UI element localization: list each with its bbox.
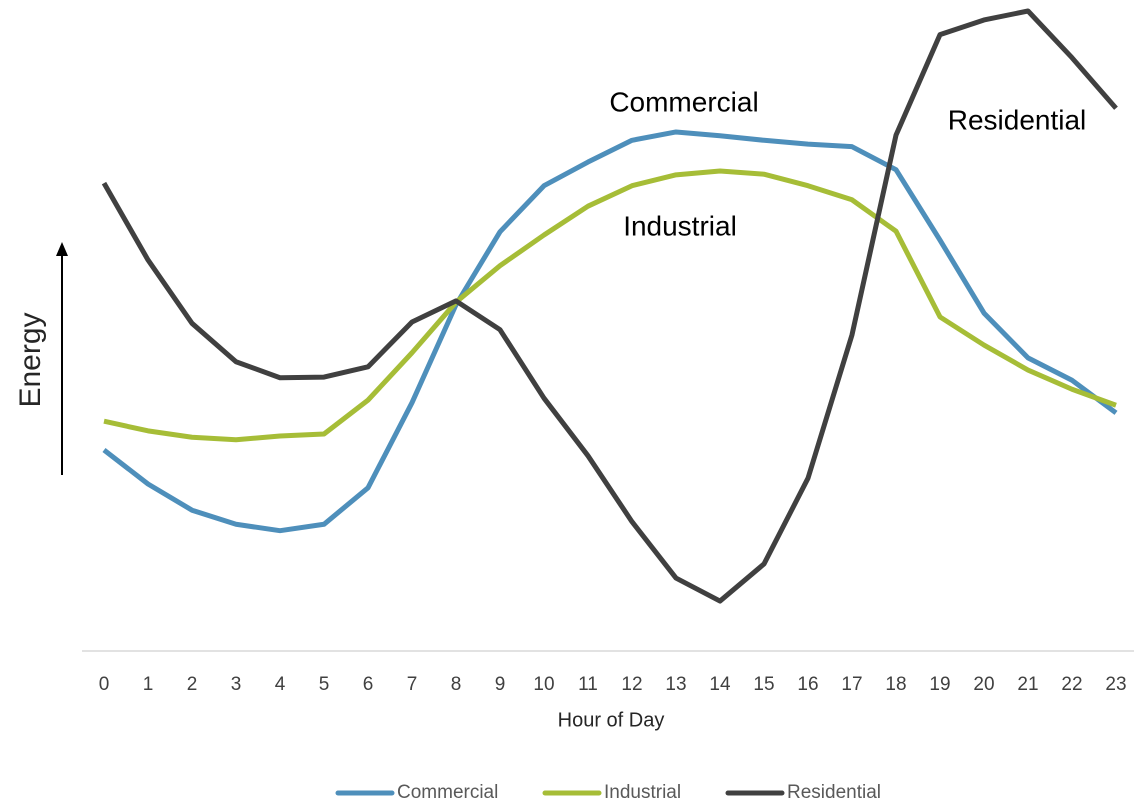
x-tick-label: 14 <box>709 674 731 695</box>
x-tick-label: 12 <box>621 674 642 695</box>
x-tick-label: 8 <box>451 674 462 695</box>
x-tick-label: 23 <box>1105 674 1126 695</box>
x-tick-label: 0 <box>99 674 110 695</box>
x-tick-label: 7 <box>407 674 418 695</box>
x-tick-label: 18 <box>885 674 906 695</box>
y-axis-arrowhead <box>56 242 68 256</box>
x-tick-label: 22 <box>1061 674 1082 695</box>
x-tick-label: 21 <box>1017 674 1038 695</box>
x-tick-label: 16 <box>797 674 818 695</box>
x-tick-label: 2 <box>187 674 198 695</box>
x-tick-label: 10 <box>533 674 554 695</box>
x-tick-label: 11 <box>578 674 598 695</box>
series-line <box>101 8 1118 604</box>
y-axis-label: Energy <box>14 312 47 407</box>
x-tick-label: 3 <box>231 674 242 695</box>
legend-label: Residential <box>787 782 881 803</box>
annotation: Residential <box>948 104 1087 135</box>
x-tick-label: 4 <box>275 674 286 695</box>
annotation: Industrial <box>623 210 737 241</box>
x-tick-label: 5 <box>319 674 330 695</box>
x-tick-label: 20 <box>973 674 994 695</box>
legend-label: Industrial <box>604 782 681 803</box>
x-tick-label: 9 <box>495 674 506 695</box>
x-tick-label: 17 <box>841 674 862 695</box>
x-tick-label: 1 <box>143 674 154 695</box>
series-line <box>102 129 1118 534</box>
annotation: Commercial <box>609 86 758 117</box>
x-tick-label: 6 <box>363 674 374 695</box>
x-axis-label: Hour of Day <box>558 709 665 731</box>
x-tick-label: 15 <box>753 674 774 695</box>
series-line <box>103 168 1117 443</box>
legend-label: Commercial <box>397 782 498 803</box>
x-tick-label: 19 <box>929 674 950 695</box>
x-tick-label: 13 <box>665 674 686 695</box>
